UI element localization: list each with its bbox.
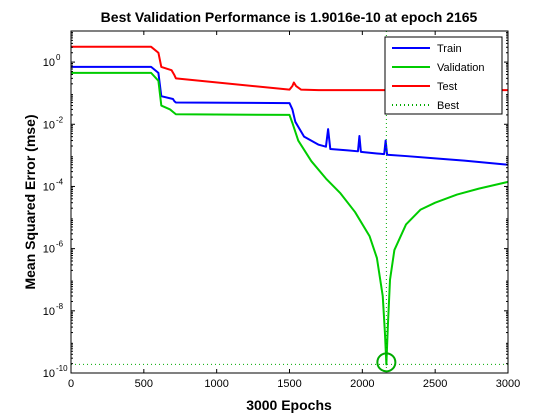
y-tick-label: 10 [43,181,55,193]
series-line-validation [71,71,509,366]
series-line-test [71,45,508,92]
x-tick-label: 1500 [277,378,301,390]
y-tick-label: 10 [43,57,55,69]
y-tick-exponent: -2 [56,115,64,124]
y-tick-label: 10 [43,306,55,318]
y-tick-label: 10 [43,368,55,380]
legend-box [384,36,503,115]
y-tick-exponent: 0 [56,53,61,62]
y-tick-exponent: -4 [56,177,64,186]
x-tick-label: 2500 [423,378,447,390]
series-line-train [71,65,509,166]
x-tick-label: 500 [135,378,153,390]
y-axis-label: Mean Squared Error (mse) [22,114,38,289]
legend-label-best: Best [437,100,459,112]
x-tick-label: 1000 [204,378,228,390]
y-tick-exponent: -10 [56,364,68,373]
legend-label-test: Test [437,81,457,93]
series-layer [71,45,509,366]
y-tick-exponent: -6 [56,240,64,249]
y-tick-exponent: -8 [56,302,64,311]
y-tick-label: 10 [43,119,55,131]
chart-title: Best Validation Performance is 1.9016e-1… [101,9,478,25]
legend-label-validation: Validation [437,62,485,74]
legend-label-train: Train [437,43,462,55]
legend: Train Validation Test Best [384,36,503,115]
x-tick-label: 0 [68,378,74,390]
x-tick-label: 3000 [496,378,520,390]
legend-items: Train Validation Test Best [392,43,485,112]
y-tick-label: 10 [43,244,55,256]
x-tick-label: 2000 [350,378,374,390]
x-axis-label: 3000 Epochs [246,397,332,413]
best-point-marker [376,352,397,373]
